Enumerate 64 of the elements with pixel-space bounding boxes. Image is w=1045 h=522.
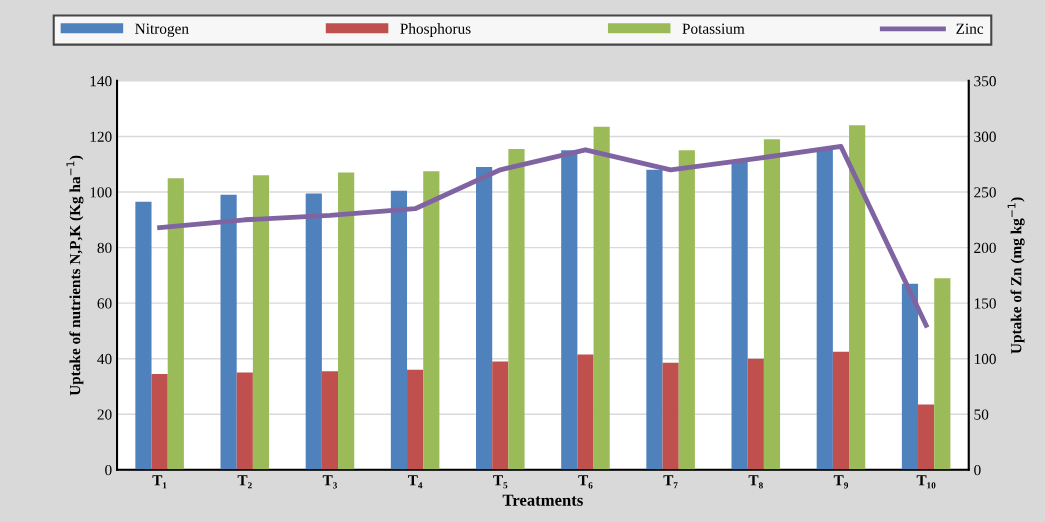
- y2-tick-label: 250: [974, 187, 996, 198]
- bar: [423, 171, 440, 470]
- bar: [662, 362, 679, 470]
- y2-tick-label: 0: [974, 464, 981, 476]
- x-tick-label: T₁₀: [916, 475, 936, 489]
- bar: [135, 201, 152, 470]
- bar: [577, 354, 594, 470]
- y2-tick-label: 200: [974, 242, 996, 254]
- y-tick-label: 20: [97, 409, 112, 420]
- bar: [593, 126, 610, 470]
- bar: [747, 358, 764, 470]
- y2-tick-label: 300: [974, 131, 996, 142]
- bar: [390, 190, 408, 470]
- bar: [338, 172, 355, 470]
- x-tick-label: T₈: [748, 475, 763, 489]
- bar: [236, 372, 253, 470]
- y2-tick-label: 350: [974, 76, 996, 87]
- legend-label: Potassium: [682, 23, 745, 34]
- x-tick-label: T₂: [237, 475, 252, 489]
- y-tick-label: 120: [90, 131, 112, 142]
- line-series: [157, 144, 929, 328]
- y2-axis-title: Uptake of Zn (mg kg$^{−1}$): [1007, 197, 1025, 354]
- bar: [849, 125, 866, 470]
- x-axis-title: Treatments: [502, 494, 583, 506]
- bar: [678, 150, 695, 470]
- y-tick-label: 80: [97, 242, 112, 254]
- bar: [407, 369, 424, 470]
- bar: [305, 193, 322, 470]
- x-tick-label: T₄: [407, 475, 423, 489]
- bar: [167, 178, 184, 470]
- bar: [816, 148, 833, 470]
- x-tick-label: T₉: [833, 475, 849, 489]
- bar: [492, 361, 509, 470]
- x-tick-label: T₅: [493, 475, 508, 489]
- bar: [508, 148, 525, 470]
- bar: [832, 351, 850, 470]
- bar: [901, 283, 919, 470]
- bar: [561, 150, 578, 470]
- legend-label: Phosphorus: [400, 23, 471, 37]
- x-tick-label: T₆: [578, 475, 593, 489]
- y2-tick-label: 150: [974, 298, 996, 309]
- y-tick-label: 40: [97, 353, 112, 365]
- bar: [934, 278, 951, 470]
- bar: [252, 175, 270, 470]
- y-tick-label: 0: [105, 464, 112, 476]
- y-tick-label: 60: [97, 298, 112, 309]
- bar: [321, 371, 339, 470]
- legend-label: Zinc: [956, 23, 984, 34]
- bar: [646, 169, 663, 470]
- x-tick-label: T₇: [663, 475, 678, 489]
- bar: [220, 194, 237, 470]
- x-tick-label: T₁: [152, 475, 167, 489]
- y2-tick-label: 50: [974, 409, 989, 420]
- bar: [476, 167, 493, 470]
- legend-label: Nitrogen: [135, 23, 189, 38]
- bar: [763, 139, 781, 470]
- y-tick-label: 140: [90, 76, 112, 87]
- bar: [918, 404, 935, 470]
- x-tick-label: T₃: [322, 475, 338, 489]
- y-tick-label: 100: [90, 187, 112, 198]
- bar: [731, 161, 748, 470]
- y2-tick-label: 100: [974, 353, 996, 365]
- bar: [151, 373, 168, 470]
- y-axis-title: Uptake of nutrients N,P,K (Kg ha$^{−1}$): [66, 155, 84, 396]
